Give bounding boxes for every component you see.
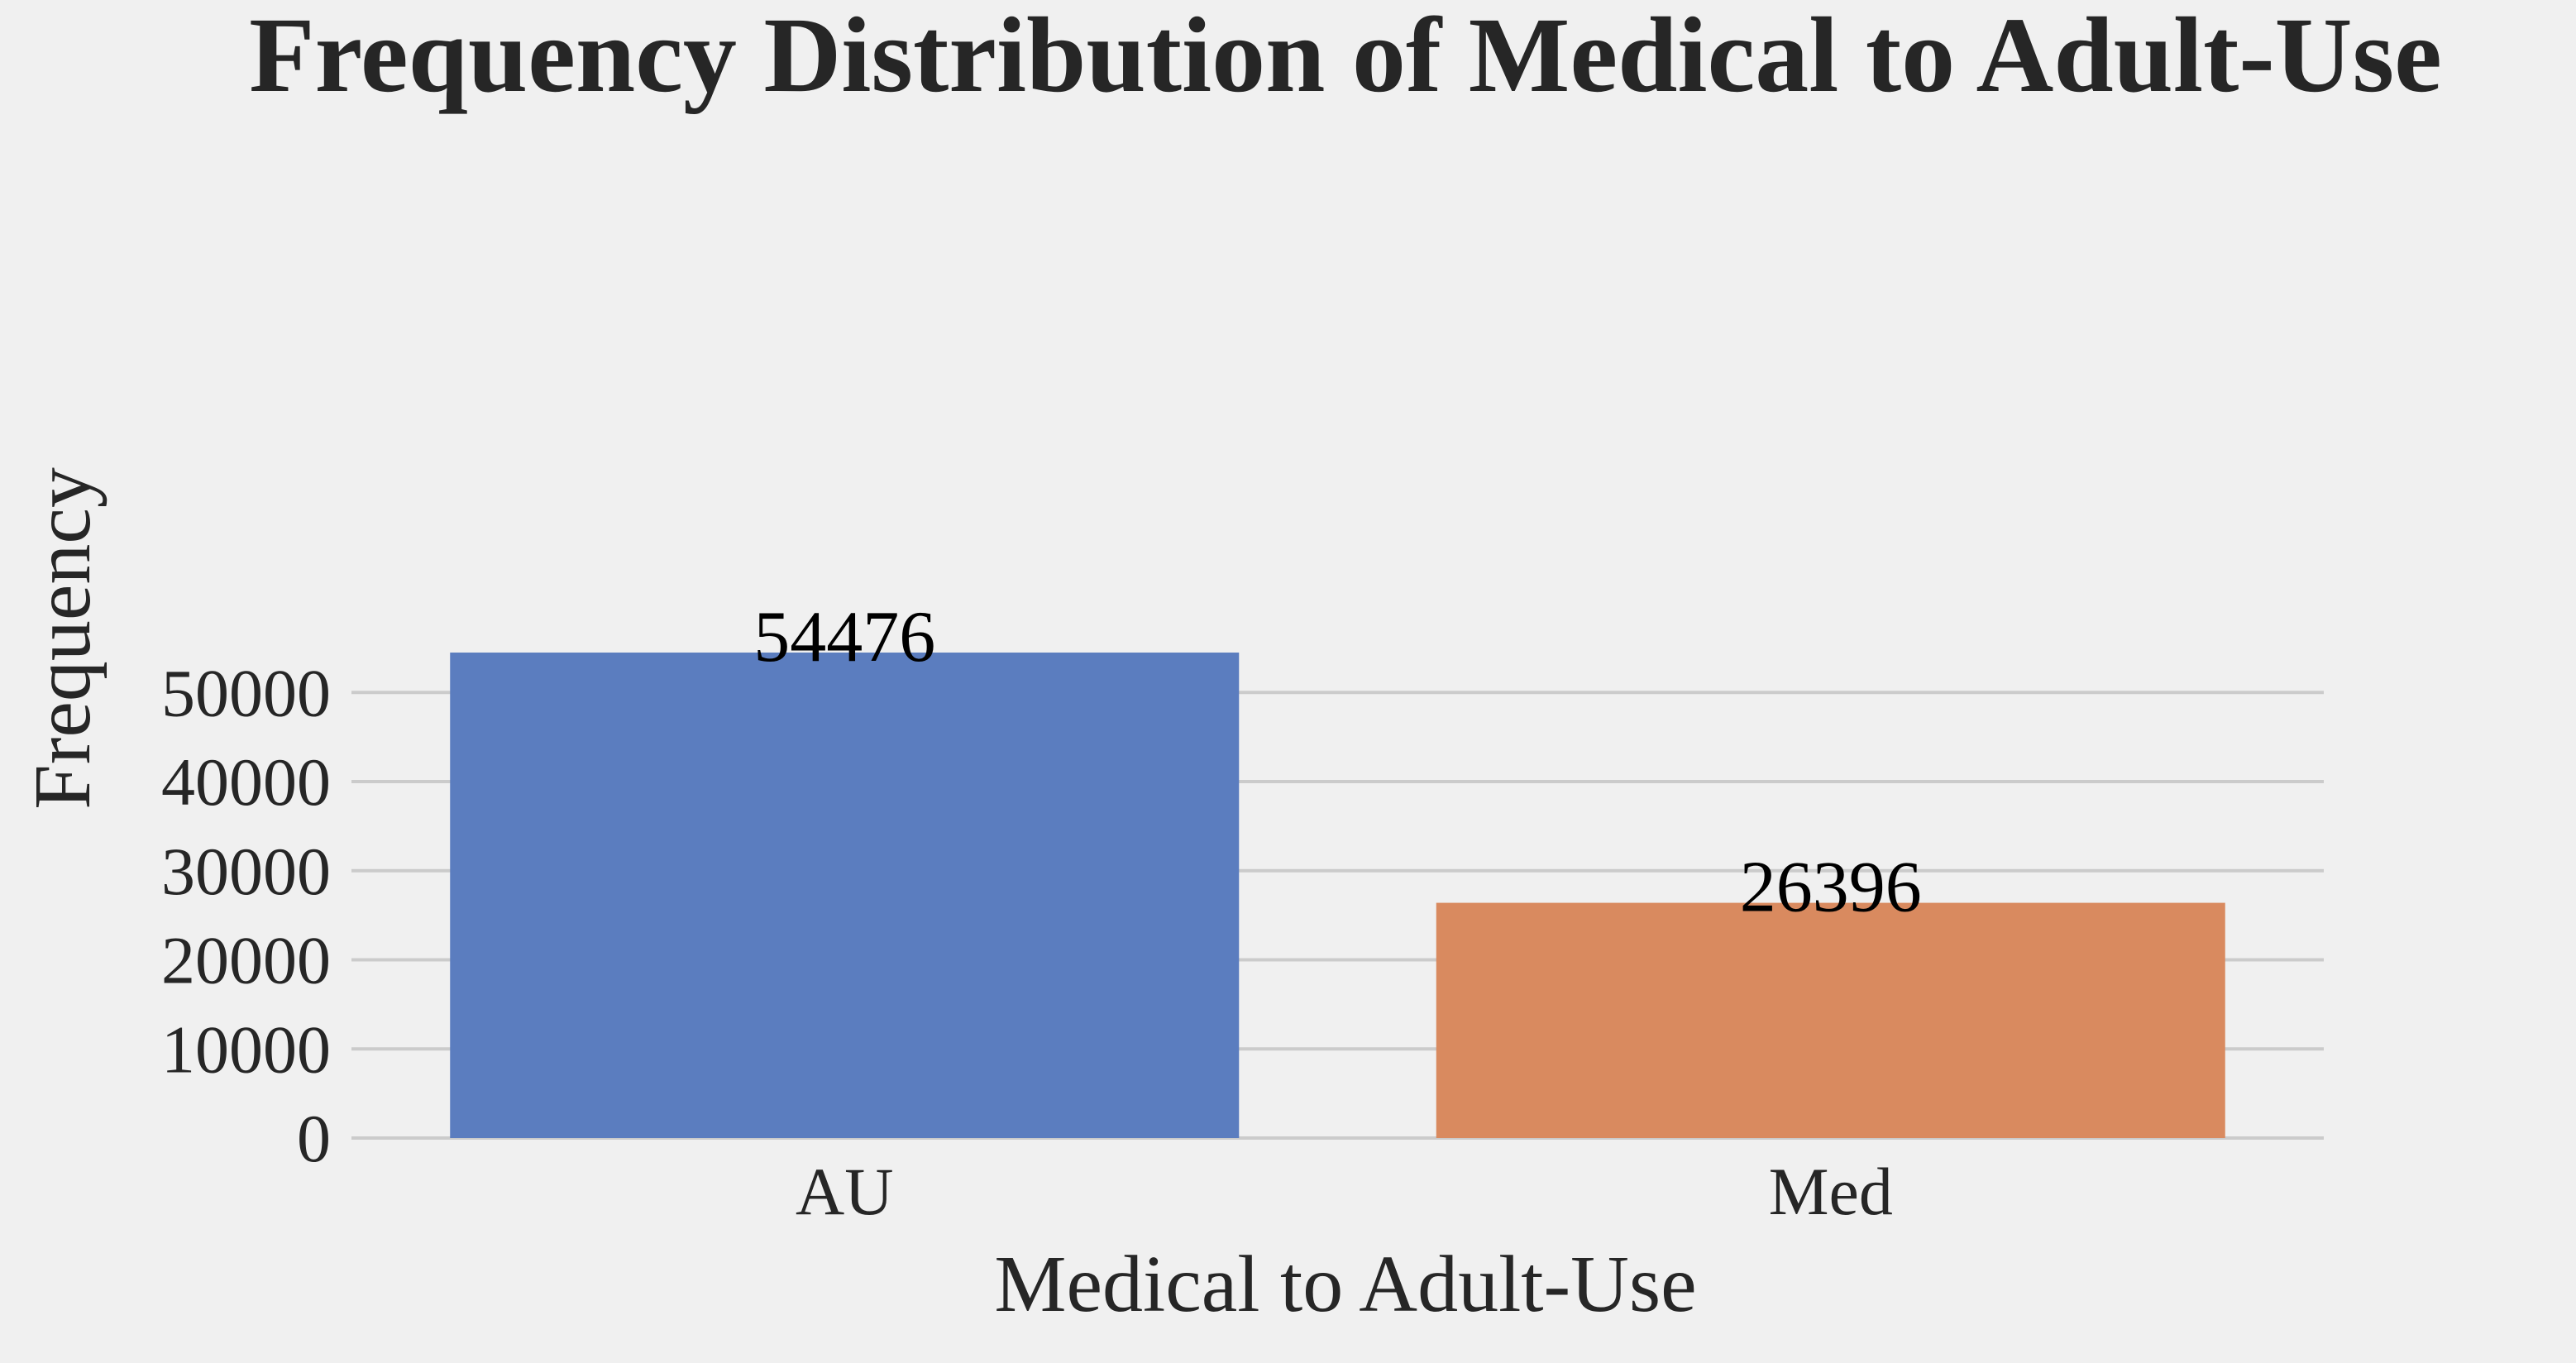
chart-title: Frequency Distribution of Medical to Adu… [249,0,2442,115]
y-tick-label: 20000 [161,923,331,998]
data-label-med: 26396 [1740,848,1922,928]
y-tick-label: 0 [297,1101,331,1176]
bar-med [1436,902,2225,1138]
data-labels: 54476 26396 [753,597,1922,928]
data-label-au: 54476 [753,597,935,677]
y-tick-label: 30000 [161,834,331,909]
y-tick-label: 40000 [161,744,331,820]
x-axis-label: Medical to Adult-Use [994,1240,1696,1329]
x-tick-label: Med [1769,1154,1893,1229]
y-tick-label: 10000 [161,1011,331,1087]
x-tick-label: AU [796,1154,893,1229]
bars [450,653,2225,1138]
y-axis-label: Frequency [18,467,108,810]
x-axis-ticks: AU Med [796,1154,1893,1229]
bar-au [450,653,1240,1138]
y-axis-ticks: 0 10000 20000 30000 40000 50000 [161,655,331,1176]
y-tick-label: 50000 [161,655,331,730]
